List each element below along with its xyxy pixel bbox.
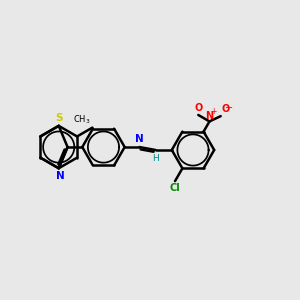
Text: CH$_3$: CH$_3$ bbox=[74, 114, 91, 126]
Text: −: − bbox=[225, 103, 233, 113]
Text: N: N bbox=[135, 134, 144, 144]
Text: O: O bbox=[222, 104, 230, 114]
Text: H: H bbox=[152, 154, 159, 163]
Text: N: N bbox=[206, 111, 214, 121]
Text: Cl: Cl bbox=[170, 184, 180, 194]
Text: S: S bbox=[55, 113, 62, 124]
Text: N: N bbox=[56, 171, 64, 181]
Text: +: + bbox=[210, 107, 216, 116]
Text: O: O bbox=[194, 103, 202, 113]
